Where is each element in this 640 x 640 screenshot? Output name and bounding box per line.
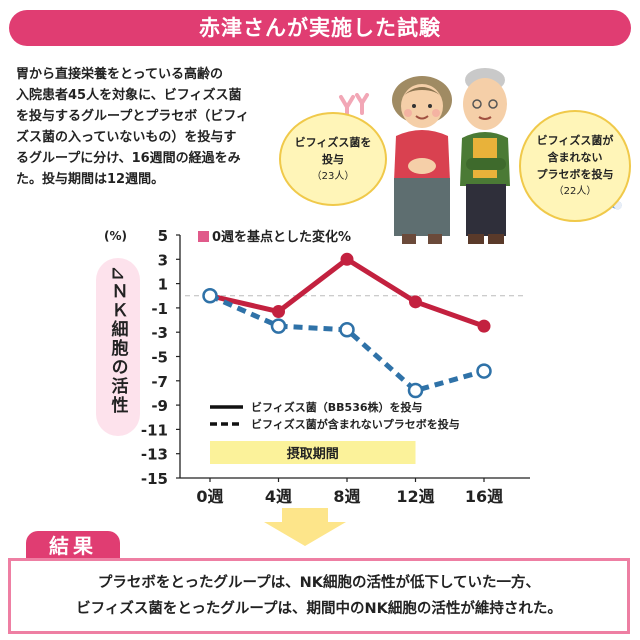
x-tick-label: 4週: [265, 487, 292, 506]
page-title: 赤津さんが実施した試験: [9, 10, 631, 46]
y-tick-label: -1: [151, 300, 168, 318]
series-2-point: [339, 322, 355, 338]
group-count: （23人）: [311, 170, 355, 182]
y-axis-unit: (%): [104, 229, 127, 243]
x-tick-label: 8週: [333, 487, 360, 506]
intro-line: た。投与期間は12週間。: [16, 172, 165, 187]
y-tick-label: 1: [158, 276, 168, 294]
y-tick-label: -7: [151, 373, 168, 391]
y-tick-label: -5: [151, 349, 168, 367]
intro-text: 胃から直接栄養をとっている高齢の 入院患者45人を対象に、ビフィズス菌 を投与す…: [16, 64, 266, 190]
chart-title: 0週を基点とした変化%: [212, 229, 351, 245]
y-tick-label: -9: [151, 397, 168, 415]
intake-period-band: [210, 441, 416, 464]
bubble-line: ビフィズス菌が: [536, 134, 614, 147]
series-2-point: [476, 363, 492, 379]
x-tick-label: 0週: [196, 487, 223, 506]
results-label: 結果: [26, 531, 120, 561]
series-2-point: [407, 382, 424, 399]
series-1-point: [409, 295, 422, 309]
y-axis-label-background: [96, 258, 140, 436]
chart-title-marker: [198, 231, 209, 242]
y-axis-label: ⊿ＮＫ細胞の活性: [107, 266, 128, 416]
x-tick-label: 12週: [396, 487, 434, 506]
intro-line: ズス菌の入っていないもの）を投与す: [16, 130, 237, 145]
nk-activity-chart: 5 3 1 -1 -3 -5 -7 -9 -11 -13 -15 0週 4週 8週 12週 16週 摂取期間 0週…: [141, 227, 530, 506]
results-line: ビフィズス菌をとったグループは、期間中のNK細胞の活性が維持された。: [76, 601, 562, 617]
y-tick-label: -15: [141, 470, 168, 488]
series-1-point: [272, 305, 285, 319]
bubble-line: プラセボを投与: [536, 168, 614, 181]
series-2-point: [202, 288, 218, 304]
group-count: （22人）: [553, 186, 597, 197]
x-tick-label: 16週: [465, 487, 503, 506]
placebo-group-bubble: ビフィズス菌が 含まれない プラセボを投与 （22人）: [519, 110, 631, 222]
intake-period-label: 摂取期間: [287, 446, 339, 462]
y-tick-label: 3: [158, 251, 168, 269]
intro-line: 胃から直接栄養をとっている高齢の: [16, 67, 223, 82]
series-1-point: [477, 319, 491, 333]
intro-line: 入院患者45人を対象に、ビフィズス菌: [16, 88, 242, 103]
elderly-couple-illustration: [392, 68, 510, 244]
down-arrow-icon: [264, 508, 346, 546]
legend-label: ビフィズス菌が含まれないプラセボを投与: [251, 417, 460, 431]
intro-line: るグループに分け、16週間の経過をみ: [16, 151, 241, 166]
treatment-group-bubble: ビフィズス菌を 投与 （23人）: [279, 112, 387, 206]
bubble-line: ビフィズス菌を: [294, 135, 372, 149]
y-tick-label: -11: [141, 421, 168, 439]
bubble-line: 投与: [322, 152, 344, 166]
results-line: プラセボをとったグループは、NK細胞の活性が低下していた一方、: [97, 575, 541, 591]
bubble-line: 含まれない: [547, 151, 603, 164]
series-2-point: [270, 318, 287, 334]
y-tick-label: 5: [158, 227, 168, 245]
y-tick-label: -13: [141, 446, 168, 464]
series-1-point: [340, 252, 354, 266]
intro-line: を投与するグループとプラセボ（ビフィ: [16, 109, 249, 124]
results-box: プラセボをとったグループは、NK細胞の活性が低下していた一方、 ビフィズス菌をと…: [8, 558, 630, 634]
y-tick-label: -3: [151, 324, 168, 342]
legend-label: ビフィズス菌（BB536株）を投与: [251, 400, 423, 414]
